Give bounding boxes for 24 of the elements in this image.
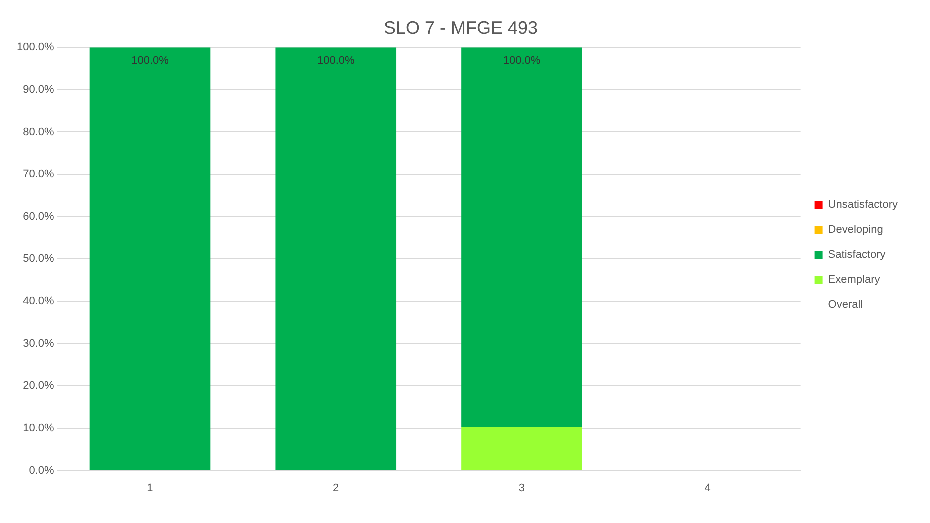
legend-label: Developing — [828, 224, 884, 236]
x-tick-label: 3 — [518, 482, 526, 494]
y-tick-label: 0.0% — [29, 464, 55, 477]
y-tick-label: 60.0% — [23, 210, 55, 223]
x-tick-label: 2 — [333, 482, 340, 494]
y-tick-label: 100.0% — [16, 42, 55, 54]
y-tick-label: 20.0% — [23, 380, 55, 392]
annotation: 100.0% — [317, 55, 355, 68]
x-tick-label: 4 — [704, 482, 711, 494]
legend-label: Exemplary — [828, 274, 881, 286]
legend-label: Satisfactory — [828, 249, 886, 262]
chart-title: SLO 7 - MFGE 493 — [384, 18, 538, 38]
y-tick-label: 70.0% — [23, 168, 55, 181]
y-tick-label: 80.0% — [23, 126, 55, 138]
y-tick-label: 10.0% — [23, 422, 55, 435]
annotation: 100.0% — [132, 55, 170, 68]
x-tick-label: 1 — [147, 482, 154, 494]
legend-label: Unsatisfactory — [828, 199, 898, 212]
y-tick-label: 50.0% — [23, 253, 55, 266]
y-tick-label: 30.0% — [23, 338, 55, 350]
y-tick-label: 90.0% — [23, 84, 55, 96]
y-tick-label: 40.0% — [23, 296, 55, 308]
text: Overall — [828, 299, 864, 312]
annotation: 100.0% — [503, 55, 541, 68]
